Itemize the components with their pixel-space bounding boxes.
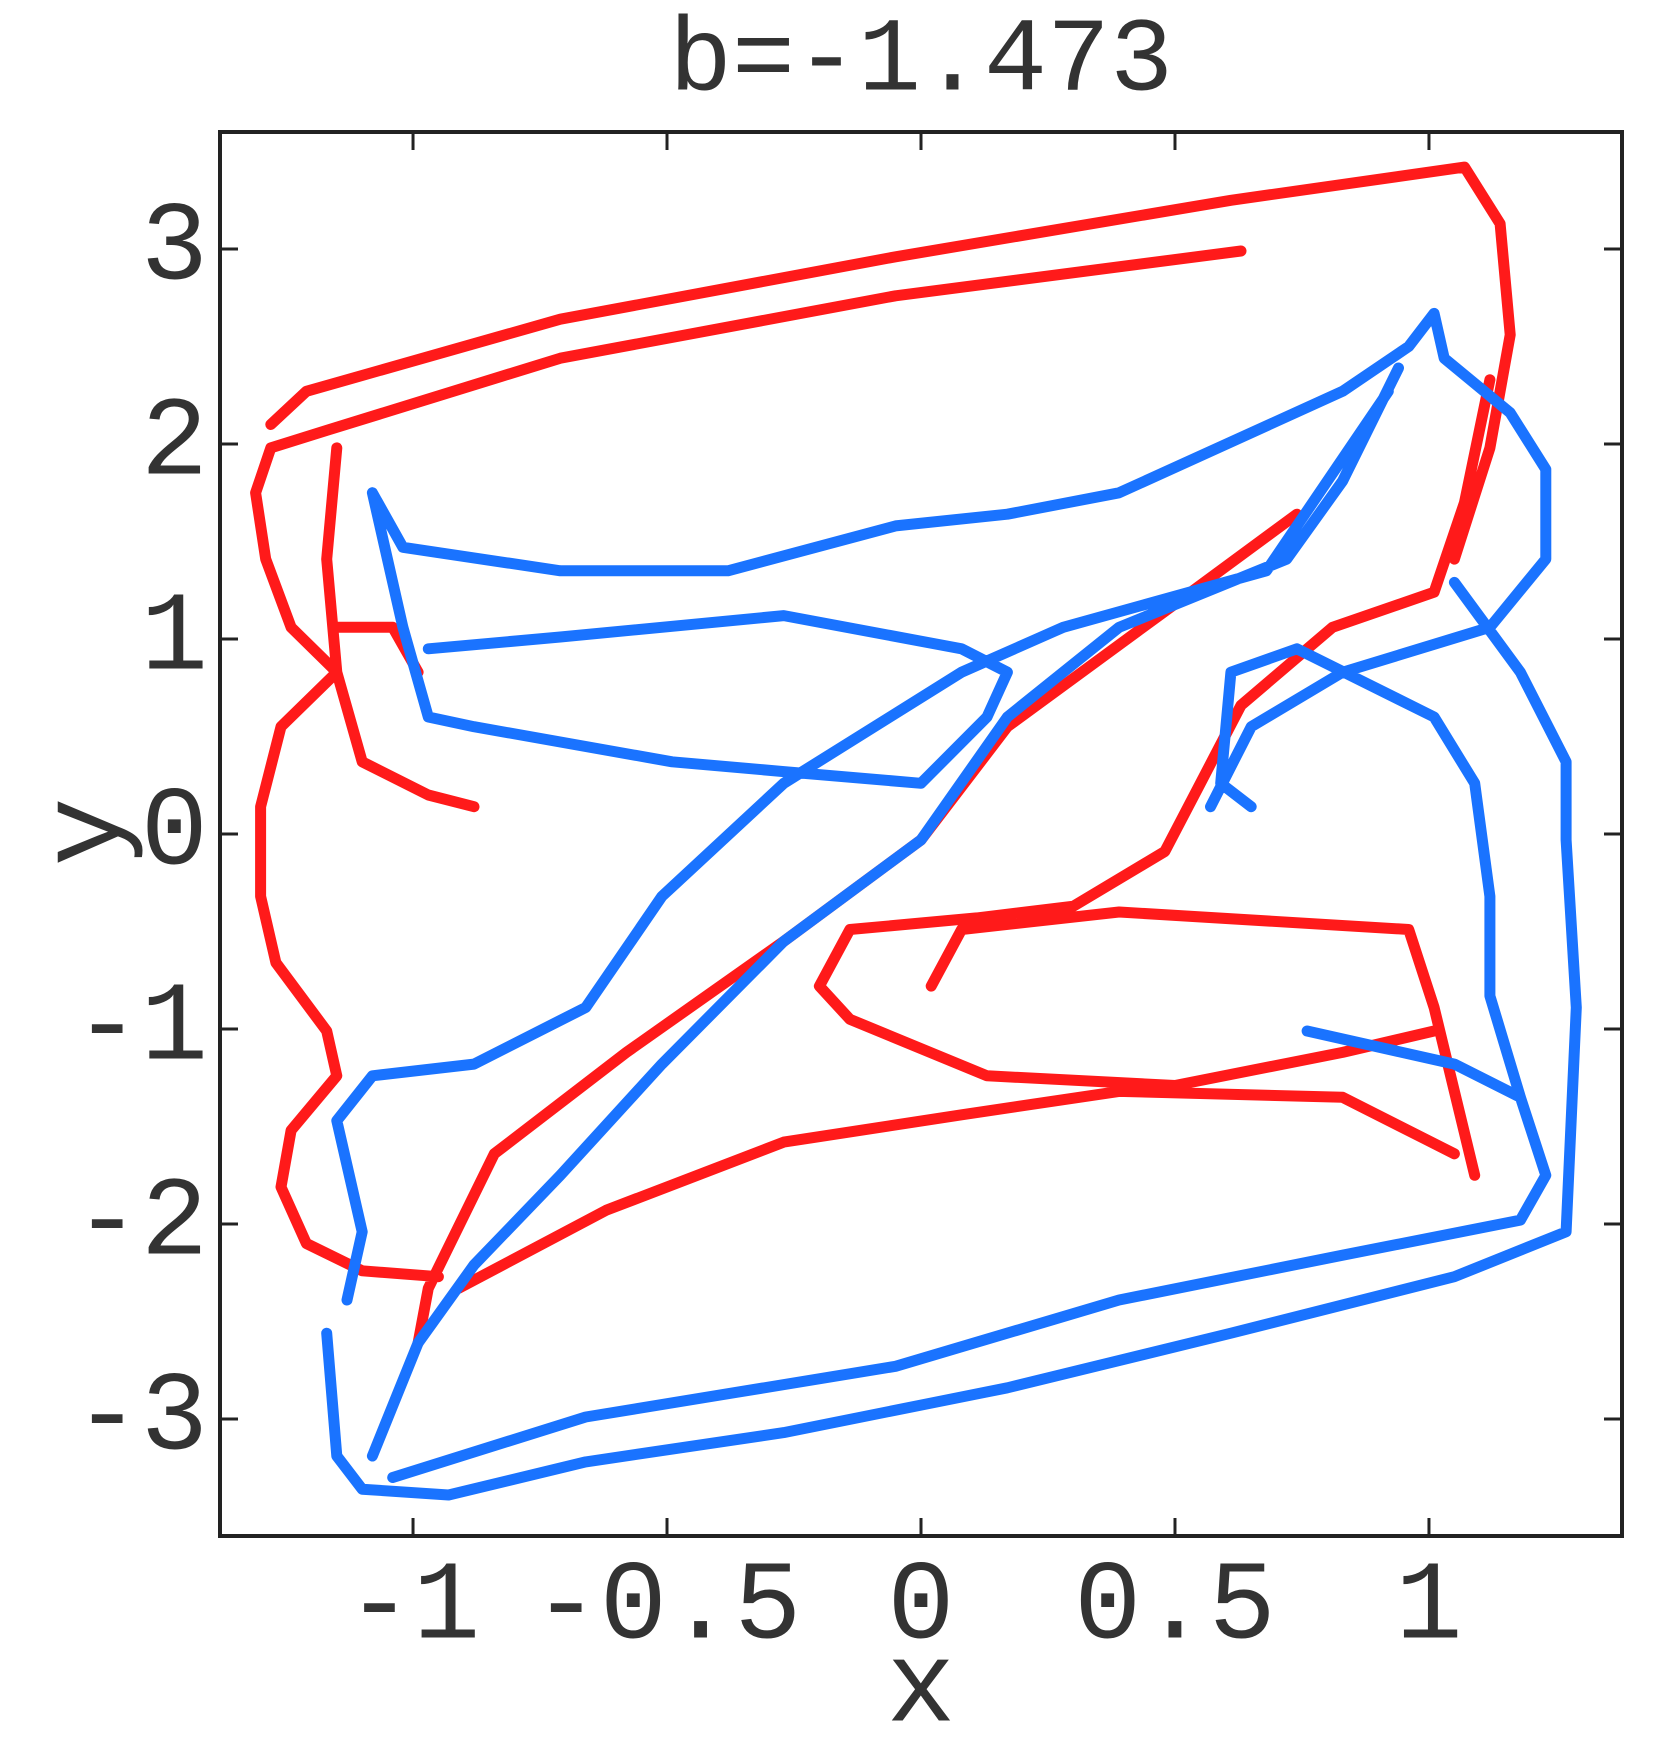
y-tick-label: -2 [74, 1161, 208, 1288]
chart-title: b=-1.473 [669, 3, 1173, 122]
y-tick-label: -3 [74, 1356, 208, 1483]
x-tick-label: 0.5 [1074, 1545, 1276, 1672]
trajectory [321, 307, 1582, 1501]
x-tick-label: -1 [346, 1545, 480, 1672]
y-tick-label: 1 [141, 576, 208, 703]
x-tick-label: -0.5 [533, 1545, 802, 1672]
y-tick-label: 3 [141, 186, 208, 313]
y-tick-label: 0 [141, 771, 208, 898]
y-tick-label: -1 [74, 966, 208, 1093]
y-tick-label: 2 [141, 381, 208, 508]
x-tick-label: 0 [887, 1545, 954, 1672]
y-axis-label: y [22, 797, 153, 866]
x-axis-label: x [886, 1624, 955, 1749]
x-tick-label: 1 [1395, 1545, 1462, 1672]
trajectory [250, 161, 1516, 1349]
